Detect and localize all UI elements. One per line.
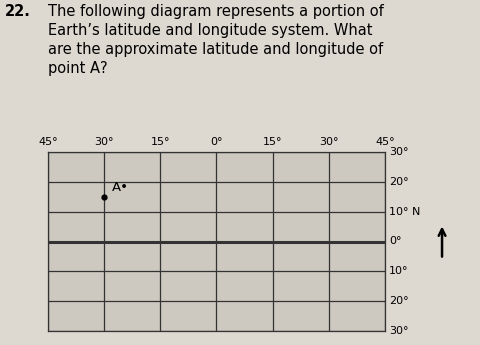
Text: 0°: 0° [388,237,401,246]
Text: 22.: 22. [5,4,31,19]
Text: 30°: 30° [388,326,408,336]
Text: 30°: 30° [94,137,114,147]
Text: 15°: 15° [150,137,170,147]
Text: 15°: 15° [262,137,282,147]
Text: 45°: 45° [38,137,58,147]
Text: 0°: 0° [210,137,222,147]
Text: 10° N: 10° N [388,207,420,217]
Text: 30°: 30° [388,147,408,157]
Text: 20°: 20° [388,177,408,187]
Text: A•: A• [111,181,129,194]
Text: 10°: 10° [388,266,408,276]
Text: The following diagram represents a portion of
Earth’s latitude and longitude sys: The following diagram represents a porti… [48,4,383,77]
Text: 20°: 20° [388,296,408,306]
Text: 30°: 30° [318,137,338,147]
Text: 45°: 45° [374,137,394,147]
